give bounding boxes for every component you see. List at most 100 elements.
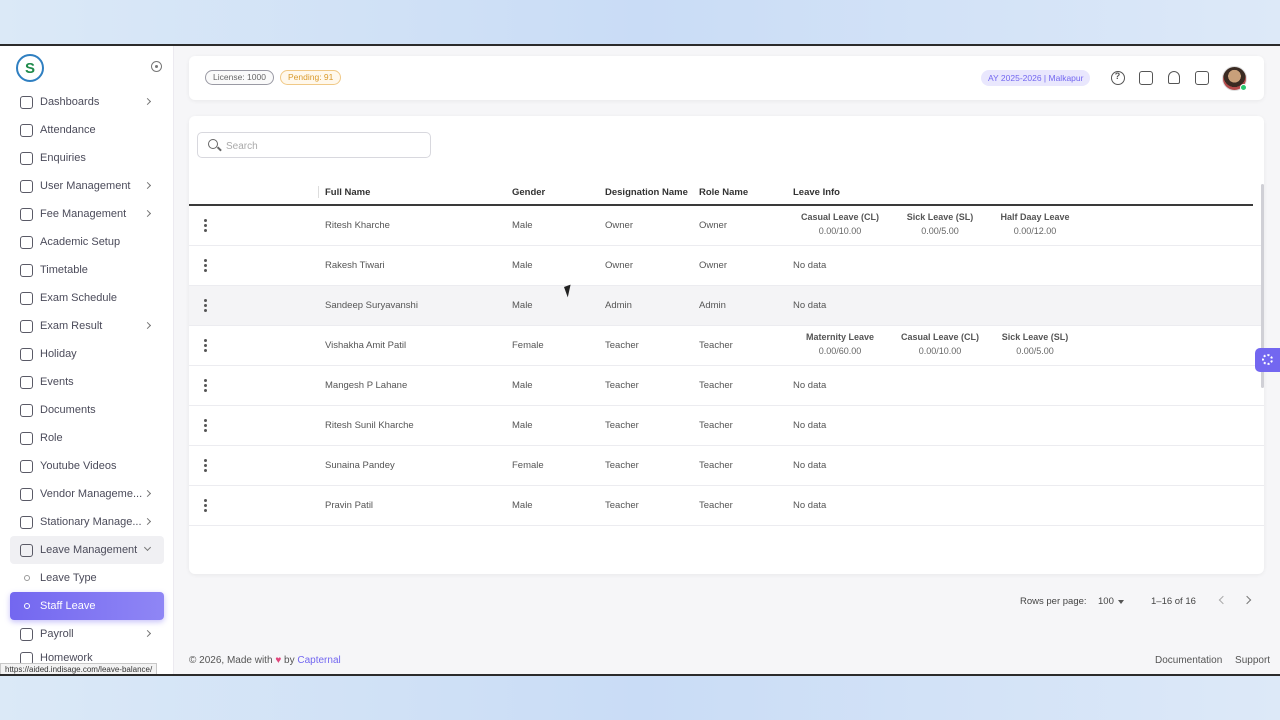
sidebar-subitem-label: Staff Leave <box>40 600 96 612</box>
cell-gender: Male <box>512 380 533 391</box>
more-vertical-icon[interactable] <box>204 419 208 433</box>
more-vertical-icon[interactable] <box>204 379 208 393</box>
sidebar-item-attendance[interactable]: Attendance <box>10 116 164 144</box>
bell-icon[interactable] <box>1168 71 1180 84</box>
fee-management-icon <box>20 207 33 221</box>
cell-role: Admin <box>699 300 726 311</box>
sidebar-item-events[interactable]: Events <box>10 368 164 396</box>
table-scrollbar[interactable] <box>1261 184 1264 388</box>
sidebar-item-leave-management[interactable]: Leave Management <box>10 536 164 564</box>
table-row[interactable]: Mangesh P Lahane Male Teacher Teacher No dat… <box>189 366 1264 406</box>
column-divider <box>318 186 319 198</box>
table-row[interactable]: Sandeep Suryavanshi Male Admin Admin No data <box>189 286 1264 326</box>
sidebar-item-exam-schedule[interactable]: Exam Schedule <box>10 284 164 312</box>
bullet-icon <box>24 603 30 609</box>
sidebar-item-documents[interactable]: Documents <box>10 396 164 424</box>
sidebar-item-timetable[interactable]: Timetable <box>10 256 164 284</box>
cell-gender: Male <box>512 220 533 231</box>
footer-links: Documentation Support <box>1145 655 1270 666</box>
table-row[interactable]: Sunaina Pandey Female Teacher Teacher No dat… <box>189 446 1264 486</box>
chevron-right-icon <box>143 517 152 526</box>
table-row[interactable]: Rakesh Tiwari Male Owner Owner No data <box>189 246 1264 286</box>
sidebar-item-youtube-videos[interactable]: Youtube Videos <box>10 452 164 480</box>
staff-leave-card: Full Name Gender Designation Name Role N… <box>189 116 1264 607</box>
sidebar-item-user-management[interactable]: User Management <box>10 172 164 200</box>
next-page-icon[interactable] <box>1242 595 1252 605</box>
events-icon <box>20 375 33 389</box>
table-row[interactable]: Pravin Patil Male Teacher Teacher No data <box>189 486 1264 526</box>
sidebar-item-enquiries[interactable]: Enquiries <box>10 144 164 172</box>
footer-copyright: © 2026, Made with ♥ by Capternal <box>189 655 341 666</box>
sidebar-subitem-leave-type[interactable]: Leave Type <box>10 564 164 592</box>
cell-leave-info: No data <box>793 380 827 391</box>
support-link[interactable]: Support <box>1235 655 1271 666</box>
table-row[interactable]: Ritesh Kharche Male Owner Owner Casual Leave… <box>189 206 1264 246</box>
customizer-toggle[interactable] <box>1255 348 1280 372</box>
more-vertical-icon[interactable] <box>204 459 208 473</box>
more-vertical-icon[interactable] <box>204 299 208 313</box>
academic-setup-icon <box>20 235 33 249</box>
sidebar-item-exam-result[interactable]: Exam Result <box>10 312 164 340</box>
payroll-icon <box>20 627 33 641</box>
message-square-icon[interactable] <box>1139 71 1153 85</box>
header-role[interactable]: Role Name <box>699 187 749 198</box>
table-row[interactable]: Vishakha Amit Patil Female Teacher Teacher M… <box>189 326 1264 366</box>
sidebar-item-fee-management[interactable]: Fee Management <box>10 200 164 228</box>
user-avatar[interactable] <box>1222 66 1247 91</box>
cell-name: Sunaina Pandey <box>325 460 395 471</box>
header-full-name[interactable]: Full Name <box>325 187 371 198</box>
youtube-videos-icon <box>20 459 33 473</box>
documentation-link[interactable]: Documentation <box>1155 655 1223 666</box>
app-logo[interactable]: S <box>16 54 44 82</box>
sidebar-item-stationary-manage[interactable]: Stationary Manage... <box>10 508 164 536</box>
collapse-sidebar-icon[interactable] <box>151 61 162 72</box>
cell-leave-info: No data <box>793 260 827 271</box>
header-leave-info[interactable]: Leave Info <box>793 187 840 198</box>
more-vertical-icon[interactable] <box>204 259 208 273</box>
cell-role: Teacher <box>699 340 733 351</box>
help-icon[interactable]: ? <box>1111 71 1125 85</box>
chevron-right-icon <box>143 181 152 190</box>
sidebar-item-label: Payroll <box>40 628 74 640</box>
chevron-right-icon <box>143 629 152 638</box>
sidebar-item-payroll[interactable]: Payroll <box>10 620 164 648</box>
brand-link[interactable]: Capternal <box>297 655 341 666</box>
sidebar-item-vendor-manageme[interactable]: Vendor Manageme... <box>10 480 164 508</box>
sidebar-item-dashboards[interactable]: Dashboards <box>10 88 164 116</box>
previous-page-icon[interactable] <box>1218 595 1228 605</box>
online-status-dot <box>1240 84 1247 91</box>
leave-balance-value: 0.00/60.00 <box>818 346 862 356</box>
cell-role: Owner <box>699 220 727 231</box>
header-designation[interactable]: Designation Name <box>605 187 688 198</box>
search-box[interactable] <box>197 132 431 158</box>
chat-icon[interactable] <box>1195 71 1209 85</box>
search-input[interactable] <box>226 138 416 154</box>
cell-designation: Teacher <box>605 340 639 351</box>
rows-per-page-select[interactable]: 100 <box>1098 596 1114 607</box>
sidebar-item-label: Youtube Videos <box>40 460 117 472</box>
cell-name: Ritesh Sunil Kharche <box>325 420 414 431</box>
sidebar-nav: Dashboards Attendance Enquiries User Manage… <box>10 88 164 668</box>
leave-balance-item: Maternity Leave 0.00/60.00 <box>790 332 890 356</box>
exam-schedule-icon <box>20 291 33 305</box>
sidebar-subitem-staff-leave[interactable]: Staff Leave <box>10 592 164 620</box>
cell-gender: Female <box>512 460 544 471</box>
cell-name: Rakesh Tiwari <box>325 260 385 271</box>
leave-balance-item: Casual Leave (CL) 0.00/10.00 <box>790 212 890 236</box>
header-gender[interactable]: Gender <box>512 187 546 198</box>
role-icon <box>20 431 33 445</box>
more-vertical-icon[interactable] <box>204 339 208 353</box>
more-vertical-icon[interactable] <box>204 499 208 513</box>
sidebar-item-role[interactable]: Role <box>10 424 164 452</box>
rows-per-page-label: Rows per page: <box>1020 596 1087 607</box>
sidebar-item-label: Timetable <box>40 264 88 276</box>
sidebar-item-holiday[interactable]: Holiday <box>10 340 164 368</box>
cell-designation: Admin <box>605 300 632 311</box>
table-row[interactable]: Ritesh Sunil Kharche Male Teacher Teacher No… <box>189 406 1264 446</box>
vendor-manageme-icon <box>20 487 33 501</box>
caret-down-icon[interactable] <box>1118 600 1124 604</box>
academic-year-badge[interactable]: AY 2025-2026 | Malkapur <box>981 70 1091 86</box>
sidebar-item-label: Role <box>40 432 63 444</box>
sidebar-item-academic-setup[interactable]: Academic Setup <box>10 228 164 256</box>
more-vertical-icon[interactable] <box>204 219 208 233</box>
